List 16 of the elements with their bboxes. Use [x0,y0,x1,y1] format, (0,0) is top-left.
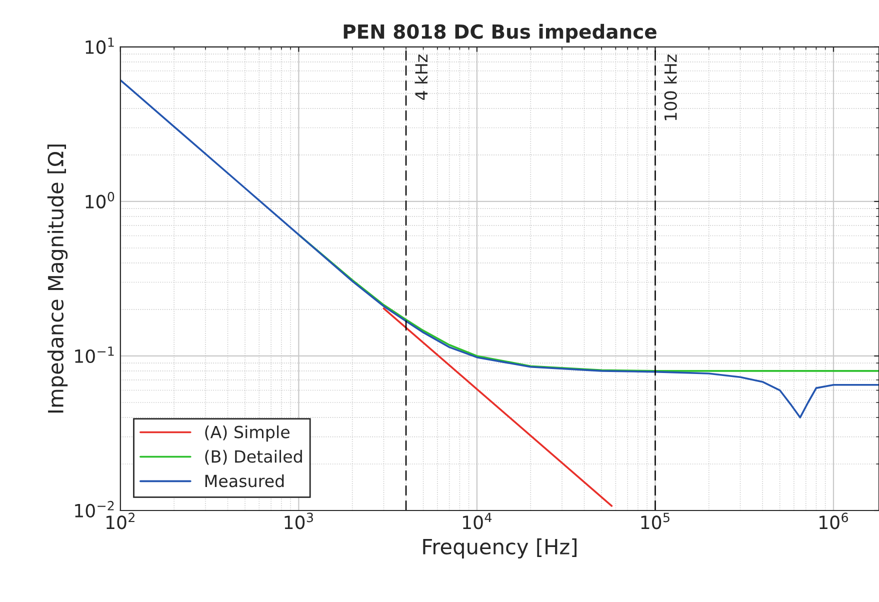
x-tick-label: 10$^{3}$ [284,512,313,530]
ref-line-label: 100 kHz [664,54,677,120]
x-tick-label: 10$^{4}$ [463,512,492,530]
y-tick-label: 10$^{−1}$ [75,346,114,363]
legend-label: (A) Simple [205,425,290,442]
ref-line-label: 4 kHz [414,54,428,100]
y-tick-label: 10$^{1}$ [86,38,114,54]
y-axis-title: Impedance Magnitude [Ω] [47,144,68,413]
y-tick-label: 10$^{0}$ [86,192,114,208]
x-tick-label: 10$^{2}$ [106,512,134,530]
legend-label: (B) Detailed [205,450,302,465]
x-tick-label: 10$^{6}$ [820,512,848,530]
x-axis-title: Frequency [Hz] [423,538,576,559]
legend-label: Measured [205,474,284,488]
x-tick-label: 10$^{5}$ [641,512,670,530]
chart-title: PEN 8018 DC Bus impedance [344,24,656,43]
